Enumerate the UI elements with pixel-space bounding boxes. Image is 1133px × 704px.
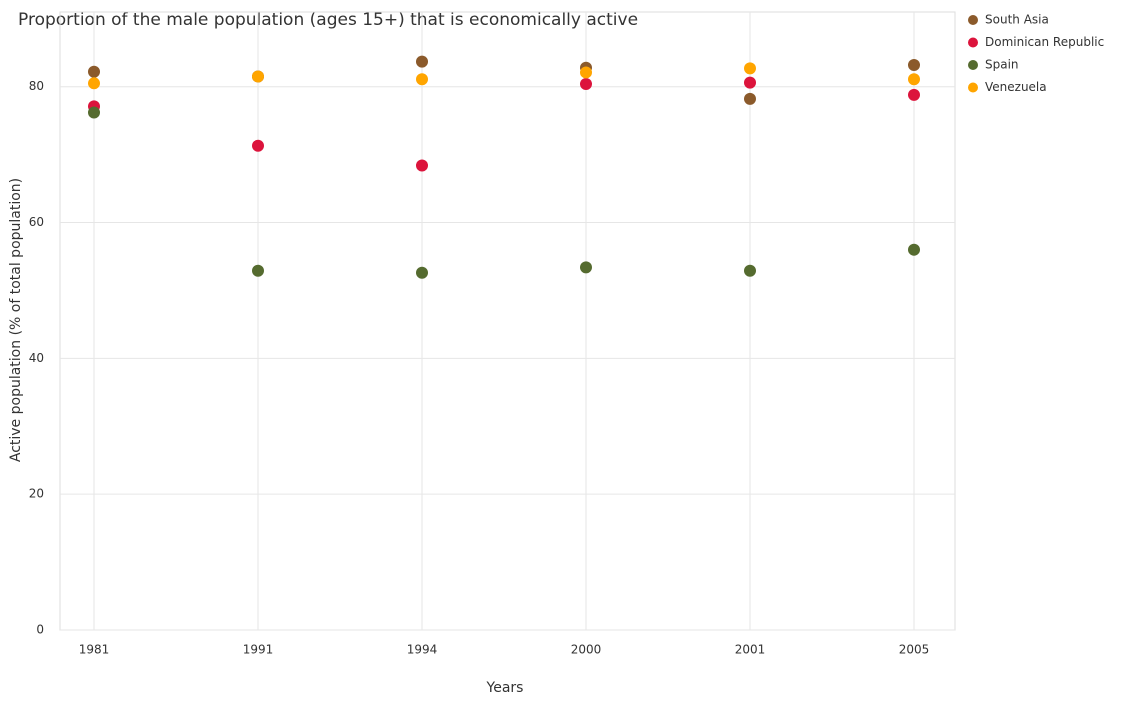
data-point <box>88 77 100 90</box>
x-tick-label: 2000 <box>571 643 602 657</box>
y-tick-label: 20 <box>29 487 44 501</box>
data-point <box>88 65 100 78</box>
data-point <box>744 92 756 105</box>
legend-marker <box>968 15 978 25</box>
data-point <box>744 62 756 75</box>
legend-marker <box>968 82 978 93</box>
data-point <box>908 88 920 101</box>
chart-title: Proportion of the male population (ages … <box>18 10 638 30</box>
data-point <box>252 139 264 152</box>
data-point <box>416 73 428 86</box>
data-point <box>744 264 756 277</box>
legend-marker <box>968 37 978 48</box>
legend-label: Spain <box>985 58 1019 72</box>
legend-label: Venezuela <box>985 80 1047 94</box>
y-tick-label: 40 <box>29 351 44 365</box>
legend-marker <box>968 60 978 70</box>
data-point <box>416 266 428 279</box>
data-point <box>88 106 100 119</box>
x-tick-label: 1994 <box>407 643 438 657</box>
x-tick-label: 1981 <box>79 643 110 657</box>
data-point <box>908 243 920 256</box>
legend-label: Dominican Republic <box>985 35 1104 49</box>
data-point <box>416 159 428 172</box>
x-tick-label: 2005 <box>899 643 930 657</box>
data-point <box>908 58 920 71</box>
x-tick-label: 2001 <box>735 643 766 657</box>
y-tick-label: 60 <box>29 215 44 229</box>
y-tick-label: 0 <box>36 623 44 637</box>
x-tick-label: 1991 <box>243 643 274 657</box>
y-axis-label: Active population (% of total population… <box>8 178 24 462</box>
plot-area <box>59 11 956 631</box>
y-tick-label: 80 <box>29 79 44 93</box>
data-point <box>580 77 592 90</box>
data-point <box>252 70 264 83</box>
legend-label: South Asia <box>985 13 1049 27</box>
x-axis-label: Years <box>486 680 524 696</box>
data-point <box>580 66 592 79</box>
data-point <box>416 55 428 68</box>
data-point <box>744 76 756 89</box>
data-point <box>580 261 592 274</box>
data-point <box>908 73 920 86</box>
data-point <box>252 264 264 277</box>
